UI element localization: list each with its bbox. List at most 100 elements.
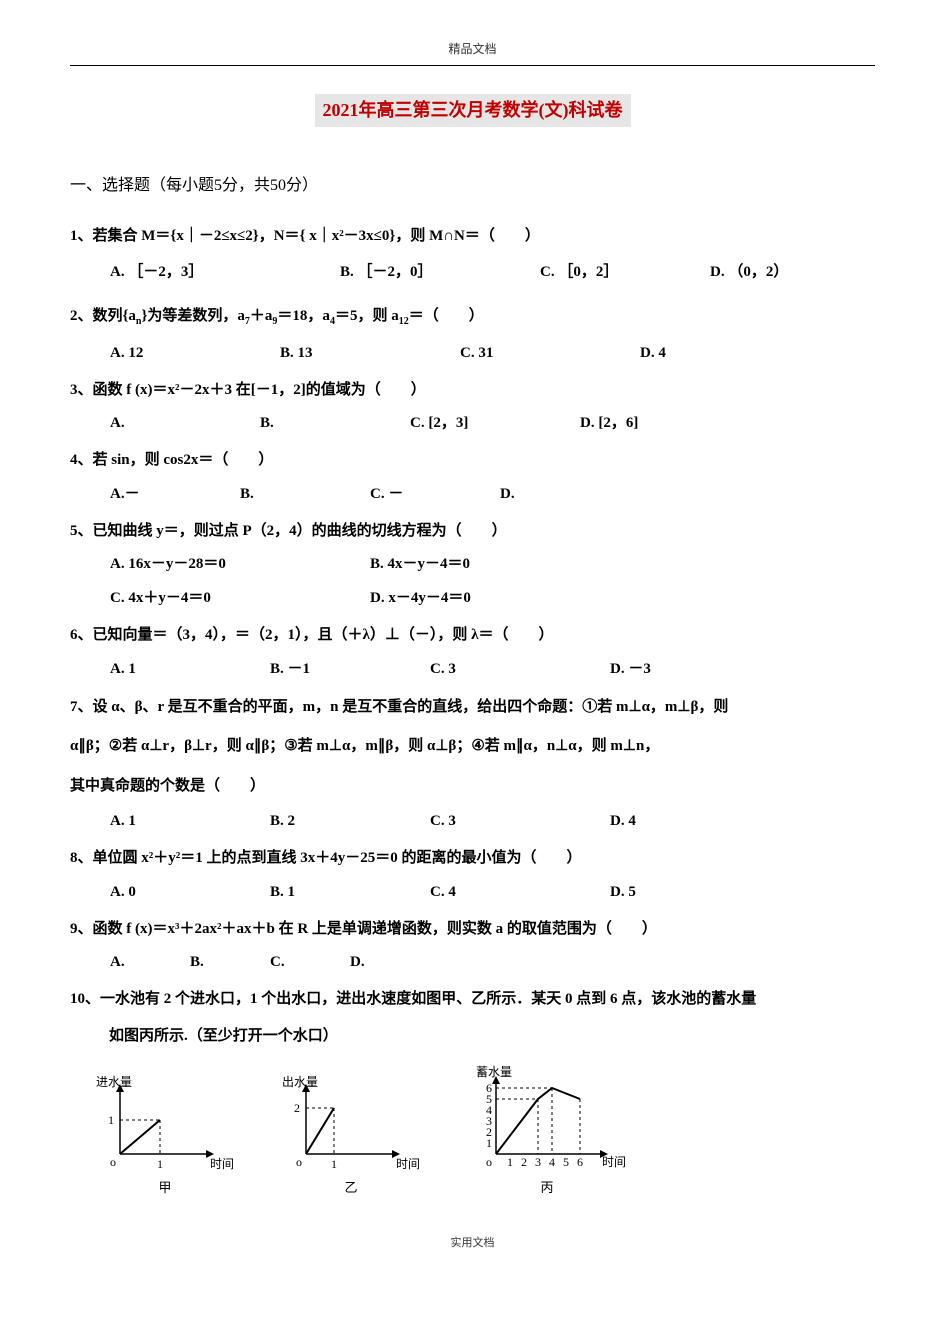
q4-text: 4、若 sin，则 cos2x＝（ ） [70, 446, 875, 475]
q6-opt-a: A. 1 [110, 654, 270, 684]
q3-options: A. B. C. [2，3] D. [2，6] [110, 408, 875, 438]
chart-jia-ylabel: 进水量 [96, 1075, 132, 1089]
q9-opt-a: A. [110, 947, 190, 977]
header-rule [70, 65, 875, 66]
q1-opt-d: D. （0，2） [710, 257, 788, 287]
chart-yi-svg: 出水量 o 2 1 时间 [276, 1074, 426, 1174]
q3-opt-d: D. [2，6] [580, 408, 638, 438]
chart-bing-caption: 丙 [540, 1178, 553, 1199]
charts-row: 进水量 o 1 1 时间 甲 出水量 [90, 1064, 875, 1199]
q1-opt-c: C. ［0，2］ [540, 257, 710, 287]
chart-yi-xtick0: 1 [331, 1157, 337, 1171]
chart-jia-caption: 甲 [158, 1178, 171, 1199]
q7-line1: 7、设 α、β、r 是互不重合的平面，m，n 是互不重合的直线，给出四个命题：①… [70, 692, 875, 724]
chart-yi-ylabel: 出水量 [282, 1075, 318, 1089]
q5-opt-d: D. x－4y－4＝0 [370, 583, 471, 613]
q6-text: 6、已知向量＝（3，4），＝（2，1），且（＋λ）⊥（－），则 λ＝（ ） [70, 621, 875, 650]
q2-opt-b: B. 13 [280, 338, 460, 368]
page-title: 2021年高三第三次月考数学(文)科试卷 [315, 94, 631, 127]
chart-jia-xtick0: 1 [157, 1157, 163, 1171]
q8-options: A. 0 B. 1 C. 4 D. 5 [110, 877, 875, 907]
chart-yi-caption: 乙 [344, 1178, 357, 1199]
q2-frag-b: }为等差数列，a [141, 308, 244, 324]
q7-opt-b: B. 2 [270, 806, 430, 836]
q10-line1: 10、一水池有 2 个进水口，1 个出水口，进出水速度如图甲、乙所示．某天 0 … [70, 985, 875, 1014]
chart-bing-svg: 蓄水量 o 1 2 3 4 5 6 1 2 3 4 5 6 [462, 1064, 632, 1174]
q5-opt-c: C. 4x＋y－4＝0 [110, 583, 370, 613]
q5-opt-b: B. 4x－y－4＝0 [370, 549, 470, 579]
chart-yi-origin: o [296, 1155, 302, 1169]
q8-text: 8、单位圆 x²＋y²＝1 上的点到直线 3x＋4y－25＝0 的距离的最小值为… [70, 844, 875, 873]
q9-text: 9、函数 f (x)＝x³＋2ax²＋ax＋b 在 R 上是单调递增函数，则实数… [70, 915, 875, 944]
chart-jia: 进水量 o 1 1 时间 甲 [90, 1074, 240, 1199]
q3-opt-c: C. [2，3] [410, 408, 580, 438]
q2-frag-f: ＝（ ） [409, 308, 484, 324]
q7-opt-c: C. 3 [430, 806, 610, 836]
header-label: 精品文档 [70, 40, 875, 59]
chart-jia-xlabel: 时间 [210, 1157, 234, 1171]
q5-options-row1: A. 16x－y－28＝0 B. 4x－y－4＝0 [110, 549, 875, 579]
q9-opt-b: B. [190, 947, 270, 977]
q5-options-row2: C. 4x＋y－4＝0 D. x－4y－4＝0 [110, 583, 875, 613]
q1-text: 1、若集合 M＝{x｜－2≤x≤2}，N＝{ x｜x²－3x≤0}，则 M∩N＝… [70, 221, 875, 251]
q5-opt-a: A. 16x－y－28＝0 [110, 549, 370, 579]
chart-yi-ytick0: 2 [294, 1101, 300, 1115]
q1-opt-a: A. ［－2，3］ [110, 257, 340, 287]
q5-text: 5、已知曲线 y＝，则过点 P（2，4）的曲线的切线方程为（ ） [70, 517, 875, 546]
q3-opt-a: A. [110, 408, 260, 438]
q8-opt-a: A. 0 [110, 877, 270, 907]
chart-bing-origin: o [486, 1155, 492, 1169]
q2-sub-12: 12 [399, 316, 409, 327]
q3-opt-b: B. [260, 408, 410, 438]
chart-jia-ytick0: 1 [108, 1113, 114, 1127]
chart-bing-yt6: 6 [486, 1081, 492, 1095]
q2-frag-d: ＝18，a [277, 308, 330, 324]
q8-opt-c: C. 4 [430, 877, 610, 907]
q10-line2: 如图丙所示.（至少打开一个水口） [70, 1022, 875, 1051]
q9-opt-c: C. [270, 947, 350, 977]
chart-yi: 出水量 o 2 1 时间 乙 [276, 1074, 426, 1199]
q9-options: A. B. C. D. [110, 947, 875, 977]
chart-bing-xt3: 3 [535, 1155, 541, 1169]
q2-frag-a: 2、数列{a [70, 308, 136, 324]
chart-jia-svg: 进水量 o 1 1 时间 [90, 1074, 240, 1174]
q7-opt-a: A. 1 [110, 806, 270, 836]
chart-jia-origin: o [110, 1155, 116, 1169]
section-heading: 一、选择题（每小题5分，共50分） [70, 173, 875, 199]
q2-options: A. 12 B. 13 C. 31 D. 4 [110, 338, 875, 368]
q2-opt-c: C. 31 [460, 338, 640, 368]
chart-bing-xlabel: 时间 [602, 1155, 626, 1169]
q2-opt-a: A. 12 [110, 338, 280, 368]
q2-frag-e: ＝5，则 a [335, 308, 399, 324]
chart-bing-ylabel: 蓄水量 [476, 1065, 512, 1079]
q4-opt-d: D. [500, 479, 515, 509]
chart-bing-xt5: 5 [563, 1155, 569, 1169]
q6-opt-d: D. －3 [610, 654, 651, 684]
q2-text: 2、数列{an}为等差数列，a7＋a9＝18，a4＝5，则 a12＝（ ） [70, 301, 875, 332]
q7-opt-d: D. 4 [610, 806, 636, 836]
chart-yi-xlabel: 时间 [396, 1157, 420, 1171]
q6-opt-b: B. －1 [270, 654, 430, 684]
q7-line2: α∥β；②若 α⊥r，β⊥r，则 α∥β；③若 m⊥α，m∥β，则 α⊥β；④若… [70, 731, 875, 763]
q3-text: 3、函数 f (x)＝x²－2x＋3 在[－1，2]的值域为（ ） [70, 376, 875, 405]
chart-bing-xt4: 4 [549, 1155, 555, 1169]
q6-opt-c: C. 3 [430, 654, 610, 684]
q8-opt-b: B. 1 [270, 877, 430, 907]
q6-options: A. 1 B. －1 C. 3 D. －3 [110, 654, 875, 684]
q8-opt-d: D. 5 [610, 877, 636, 907]
chart-bing: 蓄水量 o 1 2 3 4 5 6 1 2 3 4 5 6 [462, 1064, 632, 1199]
q7-options: A. 1 B. 2 C. 3 D. 4 [110, 806, 875, 836]
q2-frag-c: ＋a [250, 308, 273, 324]
q1-options: A. ［－2，3］ B. ［－2，0］ C. ［0，2］ D. （0，2） [110, 257, 875, 287]
q2-opt-d: D. 4 [640, 338, 666, 368]
chart-bing-xt2: 2 [521, 1155, 527, 1169]
q7-line3: 其中真命题的个数是（ ） [70, 771, 875, 803]
chart-bing-xt1: 1 [507, 1155, 513, 1169]
q4-options: A.－ B. C. － D. [110, 479, 875, 509]
q9-opt-d: D. [350, 947, 365, 977]
footer-label: 实用文档 [70, 1235, 875, 1253]
q4-opt-a: A.－ [110, 479, 240, 509]
q4-opt-c: C. － [370, 479, 500, 509]
q4-opt-b: B. [240, 479, 370, 509]
q1-opt-b: B. ［－2，0］ [340, 257, 540, 287]
